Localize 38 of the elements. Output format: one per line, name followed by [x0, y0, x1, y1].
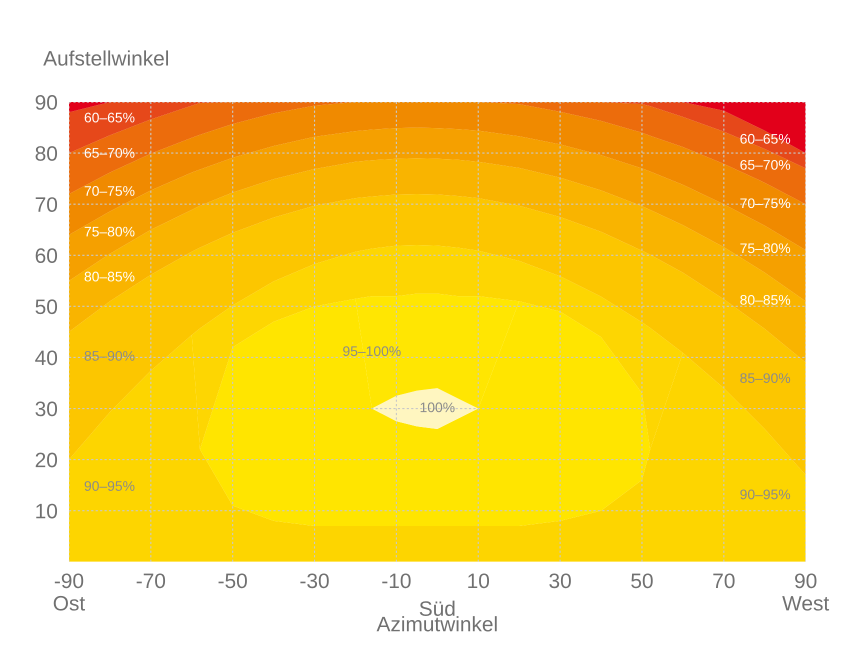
series-label: 90–95% — [740, 490, 790, 500]
y-tick-label: 20 — [36, 452, 58, 468]
x-tick-label: -90 Ost — [54, 573, 86, 611]
series-label: 100% — [420, 402, 455, 412]
series-label: 65–70% — [740, 160, 790, 170]
x-tick-label: 70 — [713, 573, 735, 588]
text: 85–90% — [84, 350, 134, 361]
x-axis-title: Azimutwinkel — [376, 616, 497, 632]
y-tick-label: 60 — [36, 248, 58, 264]
text: 75–80% — [740, 243, 790, 254]
text: 70–75% — [740, 198, 790, 208]
y-tick-label: 80 — [36, 146, 58, 161]
text: 65–70% — [84, 148, 134, 158]
text: 60–65% — [84, 112, 134, 122]
x-tick-label: 30 — [549, 573, 571, 588]
x-tick-label: -50 — [218, 573, 247, 588]
text: 80–85% — [740, 294, 790, 305]
series-label: 60–65% — [740, 134, 790, 144]
series-label: 70–75% — [84, 186, 134, 196]
y-tick-label: 50 — [36, 299, 58, 314]
y-tick-label: 70 — [36, 197, 58, 212]
y-tick-label: 40 — [35, 350, 58, 366]
series-label: 75–80% — [84, 226, 134, 237]
x-tick-label: 10 — [468, 573, 490, 588]
series-label: 95–100% — [343, 346, 401, 356]
x-tick-label: 90 West — [782, 573, 830, 611]
y-axis-title: Aufstellwinkel — [43, 50, 168, 66]
series-label: 85–90% — [740, 373, 790, 384]
x-tick-label: -70 — [136, 573, 166, 588]
y-tick-label: 90 — [36, 95, 58, 110]
series-label: 80–85% — [84, 272, 134, 282]
x-tick-label: -30 — [300, 573, 329, 588]
x-tick-label: 50 — [631, 573, 653, 588]
y-tick-label: 30 — [35, 402, 58, 416]
x-tick-label: -10 — [382, 573, 411, 588]
y-tick-label: 10 — [36, 504, 58, 518]
text: 90–95% — [84, 481, 134, 491]
text: Süd — [420, 600, 455, 616]
